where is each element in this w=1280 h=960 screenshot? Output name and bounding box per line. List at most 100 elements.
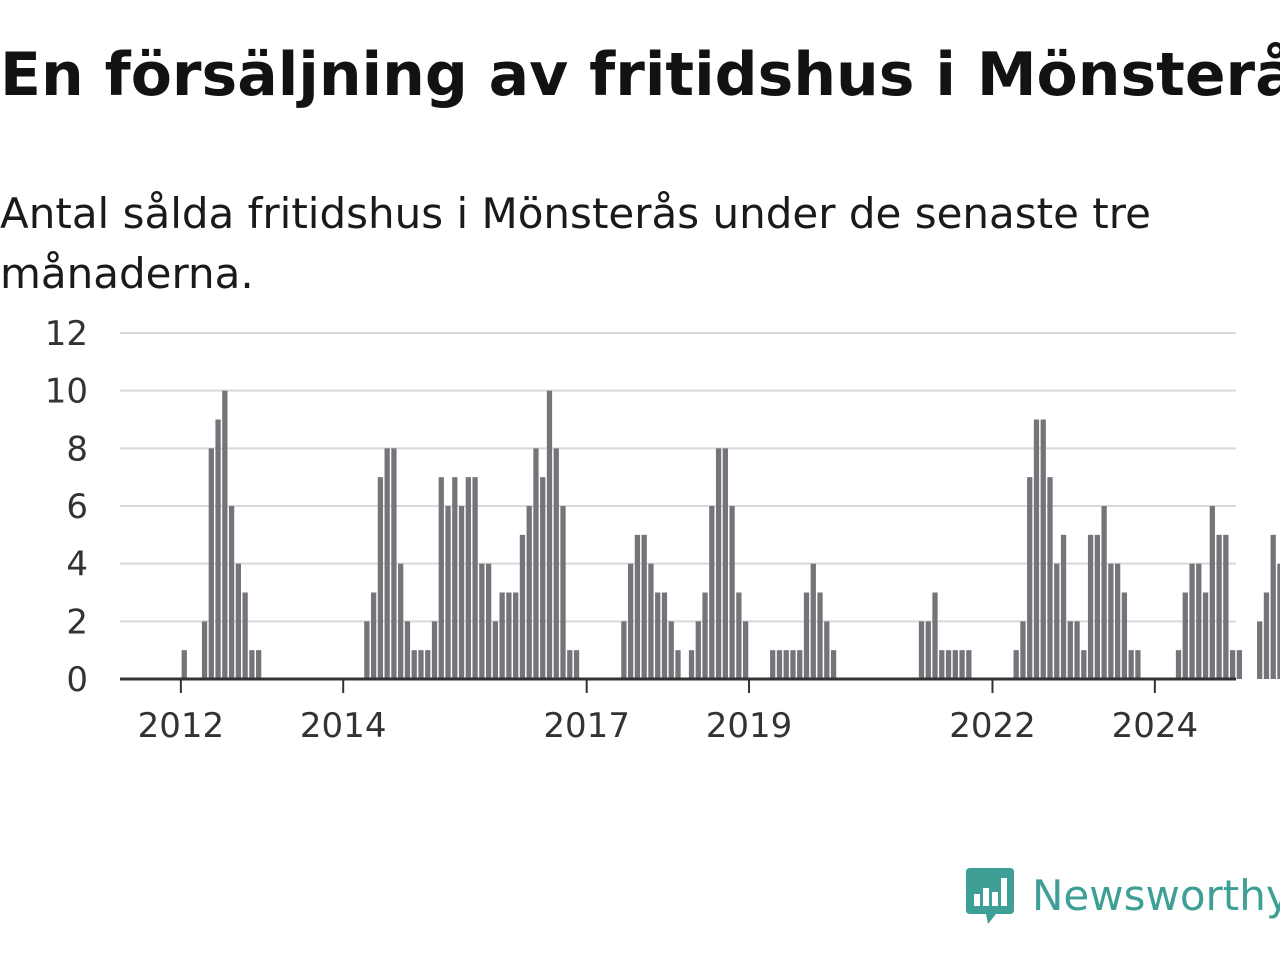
bar <box>519 534 526 679</box>
newsworthy-logo: Newsworthy <box>964 862 1280 928</box>
bar <box>201 621 208 679</box>
x-tick-label: 2017 <box>543 706 630 746</box>
bar <box>939 650 945 679</box>
bar <box>452 477 458 679</box>
bar <box>1054 563 1060 679</box>
bar <box>1108 563 1114 679</box>
bar <box>655 592 661 679</box>
bar <box>641 534 647 679</box>
x-tick-label: 2019 <box>706 706 793 746</box>
bar <box>560 506 566 679</box>
y-tick-label: 12 <box>45 314 88 354</box>
bar <box>208 448 214 679</box>
bar <box>1135 650 1141 679</box>
bar <box>445 506 451 679</box>
bar <box>567 650 573 679</box>
bar <box>438 477 444 679</box>
bar <box>1074 621 1080 679</box>
bar <box>513 592 519 679</box>
bar <box>1060 534 1067 679</box>
bar <box>1196 563 1202 679</box>
bar <box>458 506 465 679</box>
bar <box>932 592 938 679</box>
bar <box>1081 650 1087 679</box>
bar <box>425 650 431 679</box>
y-tick-label: 0 <box>66 660 88 700</box>
bar <box>228 506 235 679</box>
bar <box>181 650 187 679</box>
bar <box>952 650 958 679</box>
bar <box>621 621 627 679</box>
bar <box>702 592 708 679</box>
bar <box>533 448 539 679</box>
bar <box>925 621 931 679</box>
bar <box>553 448 559 679</box>
bar <box>364 621 370 679</box>
bar <box>540 477 546 679</box>
bar <box>945 650 952 679</box>
bar <box>431 621 438 679</box>
bar <box>1257 621 1263 679</box>
y-tick-label: 6 <box>66 487 88 527</box>
bar <box>736 592 742 679</box>
bar <box>709 506 715 679</box>
bar <box>634 534 641 679</box>
bar <box>742 621 749 679</box>
bar <box>256 650 262 679</box>
bar <box>1216 534 1222 679</box>
bar-chart: 0246810122012201420172019202220241 <box>45 314 1280 746</box>
bar <box>526 506 532 679</box>
bar <box>668 621 674 679</box>
bar <box>1040 419 1046 679</box>
bar <box>1020 621 1026 679</box>
bar <box>249 650 255 679</box>
bar <box>959 650 965 679</box>
bar <box>1209 506 1215 679</box>
bar <box>695 621 701 679</box>
bar <box>1047 477 1053 679</box>
bar <box>783 650 789 679</box>
bar <box>546 390 553 679</box>
bar <box>715 448 722 679</box>
bar <box>573 650 580 679</box>
bar <box>391 448 397 679</box>
bar <box>661 592 668 679</box>
bar <box>499 592 505 679</box>
bar <box>1027 477 1033 679</box>
bar <box>797 650 803 679</box>
bar <box>1101 506 1107 679</box>
bar <box>506 592 512 679</box>
bar <box>729 506 735 679</box>
bar <box>1121 592 1128 679</box>
bar <box>648 563 654 679</box>
bar <box>1182 592 1188 679</box>
bar <box>235 563 242 679</box>
bar <box>824 621 830 679</box>
bar <box>377 477 384 679</box>
x-tick-label: 2014 <box>300 706 387 746</box>
bar <box>1189 563 1195 679</box>
bar <box>830 650 837 679</box>
bar <box>1114 563 1121 679</box>
bar <box>628 563 634 679</box>
y-tick-label: 10 <box>45 372 88 412</box>
x-tick-label: 2022 <box>949 706 1036 746</box>
newsworthy-logo-icon <box>966 868 1014 924</box>
bar <box>1087 534 1094 679</box>
bar <box>242 592 248 679</box>
bar <box>1175 650 1182 679</box>
brand-name: Newsworthy <box>1032 870 1280 920</box>
bar <box>1229 650 1236 679</box>
bar <box>1128 650 1134 679</box>
bar <box>465 477 471 679</box>
bar <box>418 650 424 679</box>
bar <box>1236 650 1243 679</box>
bar <box>1202 592 1209 679</box>
bar <box>1223 534 1229 679</box>
bar <box>1263 592 1270 679</box>
bar <box>215 419 221 679</box>
bar <box>803 592 810 679</box>
x-tick-label: 2012 <box>138 706 225 746</box>
bar <box>817 592 823 679</box>
bar <box>918 621 925 679</box>
